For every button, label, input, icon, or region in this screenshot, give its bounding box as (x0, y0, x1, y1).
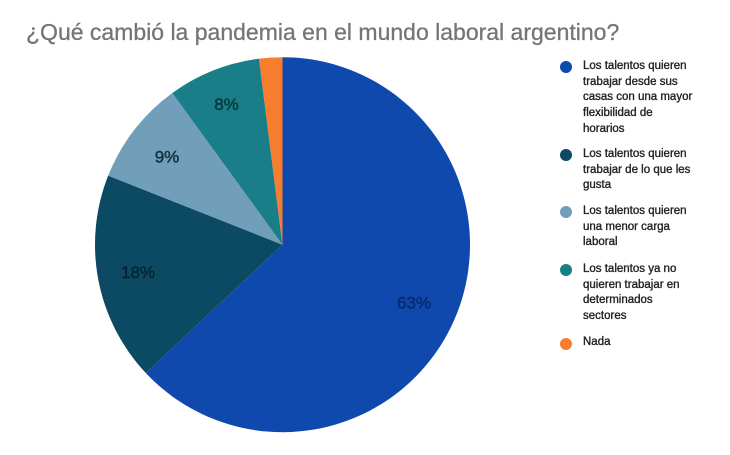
svg-text:63%: 63% (397, 294, 431, 313)
svg-text:9%: 9% (155, 148, 180, 167)
svg-text:8%: 8% (214, 95, 239, 114)
svg-text:18%: 18% (121, 263, 155, 282)
